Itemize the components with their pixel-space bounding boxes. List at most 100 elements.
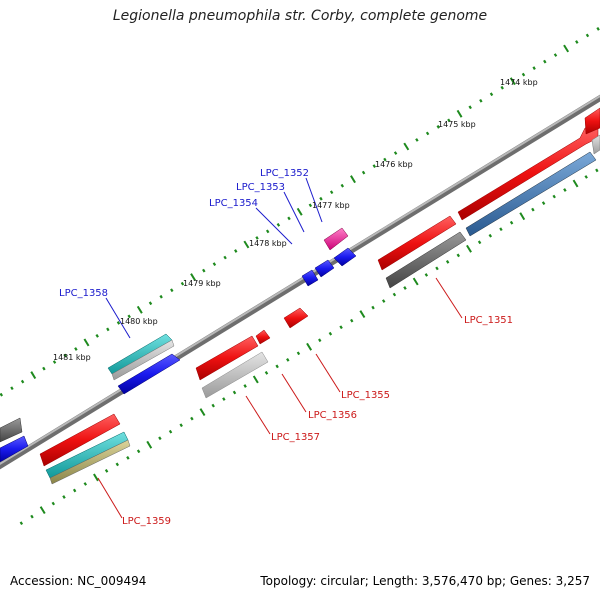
gene-block-red-1357[interactable]: [195, 335, 259, 381]
gene-block-gray-far-right[interactable]: [591, 134, 600, 155]
leader-line-1357: [245, 395, 271, 435]
kbp-tick-labels: 1474 kbp 1475 kbp 1476 kbp 1477 kbp 1478…: [53, 78, 538, 362]
kbp-label-1475: 1475 kbp: [438, 120, 476, 129]
minor-tick: [447, 118, 451, 123]
minor-tick: [223, 255, 227, 260]
minor-tick: [158, 436, 162, 441]
minor-tick: [468, 105, 472, 110]
minor-tick: [456, 253, 461, 258]
minor-tick: [383, 157, 387, 162]
gene-block-red-1356[interactable]: [255, 329, 271, 345]
major-tick: [466, 244, 472, 253]
minor-tick: [180, 281, 185, 286]
reverse-strand-genes: [39, 215, 467, 485]
gene-block-red-upper-right[interactable]: [584, 107, 600, 135]
gene-block-gray-upper[interactable]: [111, 339, 175, 381]
gene-label-lpc-1358[interactable]: LPC_1358: [59, 288, 108, 299]
minor-tick: [318, 338, 322, 343]
minor-tick: [392, 292, 397, 297]
minor-tick: [575, 40, 579, 44]
major-tick: [456, 109, 463, 118]
minor-tick: [532, 66, 536, 70]
gene-block-red-1355[interactable]: [283, 307, 309, 329]
minor-tick: [340, 183, 345, 188]
major-tick: [93, 473, 99, 482]
gene-label-lpc-1351[interactable]: LPC_1351: [464, 315, 513, 326]
kbp-label-1481: 1481 kbp: [53, 353, 91, 362]
gene-label-lpc-1355[interactable]: LPC_1355: [341, 390, 390, 401]
gene-block-tan-1359[interactable]: [49, 439, 131, 485]
minor-tick: [42, 366, 46, 371]
gene-block-red-1359[interactable]: [39, 413, 121, 467]
minor-tick: [415, 138, 419, 142]
leader-line-1354: [255, 207, 293, 245]
gene-label-lpc-1356[interactable]: LPC_1356: [308, 410, 357, 421]
minor-tick: [116, 321, 121, 325]
minor-tick: [563, 188, 567, 192]
major-tick: [519, 212, 526, 221]
gene-label-lpc-1359[interactable]: LPC_1359: [122, 516, 171, 527]
minor-tick: [20, 379, 25, 384]
gene-block-blue-2[interactable]: [314, 259, 335, 278]
gene-block-steel-blue[interactable]: [465, 151, 597, 237]
gene-block-blue-3[interactable]: [301, 269, 319, 287]
kbp-label-1477: 1477 kbp: [312, 201, 350, 210]
gene-block-red-upper[interactable]: [457, 125, 599, 221]
minor-tick: [234, 249, 238, 253]
gene-block-gray-left[interactable]: [0, 417, 23, 443]
gene-label-lpc-1357[interactable]: LPC_1357: [271, 432, 320, 443]
minor-tick: [170, 288, 174, 293]
minor-tick: [596, 27, 600, 31]
minor-tick: [190, 416, 194, 421]
major-tick: [509, 77, 516, 86]
minor-tick: [372, 164, 377, 168]
minor-tick: [264, 371, 269, 375]
minor-tick: [275, 364, 279, 369]
minor-tick: [584, 175, 588, 179]
forward-strand-genes: [0, 107, 600, 463]
gene-block-blue-large[interactable]: [117, 353, 181, 395]
tick-marks: [0, 27, 600, 525]
major-tick: [136, 305, 143, 314]
minor-tick: [243, 384, 247, 388]
minor-tick: [212, 262, 217, 266]
minor-tick: [30, 514, 34, 519]
accession-text: Accession: NC_009494: [10, 574, 147, 588]
leader-line-1355: [315, 353, 341, 393]
gene-label-lpc-1352[interactable]: LPC_1352: [260, 168, 309, 179]
minor-tick: [286, 358, 290, 362]
minor-tick: [83, 482, 88, 486]
genome-summary-text: Topology: circular; Length: 3,576,470 bp…: [260, 574, 590, 588]
kbp-label-1478: 1478 kbp: [249, 239, 287, 248]
gene-block-blue-1[interactable]: [333, 247, 357, 267]
gene-block-gray-1351[interactable]: [385, 231, 467, 289]
minor-tick: [104, 469, 109, 473]
minor-tick: [425, 131, 430, 136]
gene-block-red-1351[interactable]: [377, 215, 457, 271]
minor-tick: [371, 305, 375, 310]
gene-block-blue-left[interactable]: [0, 435, 29, 463]
minor-tick: [393, 151, 398, 155]
minor-tick: [72, 488, 77, 493]
minor-tick: [521, 72, 526, 77]
major-tick: [252, 375, 259, 384]
minor-tick: [436, 125, 440, 129]
leader-line-1359: [97, 477, 123, 519]
minor-tick: [222, 397, 226, 401]
gene-labels: LPC_1352 LPC_1353 LPC_1354 LPC_1358 LPC_…: [59, 168, 513, 527]
minor-tick: [328, 331, 333, 336]
major-tick: [39, 506, 46, 515]
gene-label-lpc-1354[interactable]: LPC_1354: [209, 198, 258, 209]
gene-block-magenta[interactable]: [323, 227, 349, 251]
minor-tick: [553, 53, 558, 57]
minor-tick: [500, 85, 504, 90]
minor-tick: [168, 429, 173, 434]
kbp-label-1480: 1480 kbp: [120, 317, 158, 326]
leader-lines: [97, 177, 463, 519]
gene-label-lpc-1353[interactable]: LPC_1353: [236, 182, 285, 193]
gene-block-lightgray-1357[interactable]: [201, 351, 269, 399]
minor-tick: [126, 456, 130, 460]
minor-tick: [308, 203, 313, 208]
minor-tick: [136, 449, 141, 454]
